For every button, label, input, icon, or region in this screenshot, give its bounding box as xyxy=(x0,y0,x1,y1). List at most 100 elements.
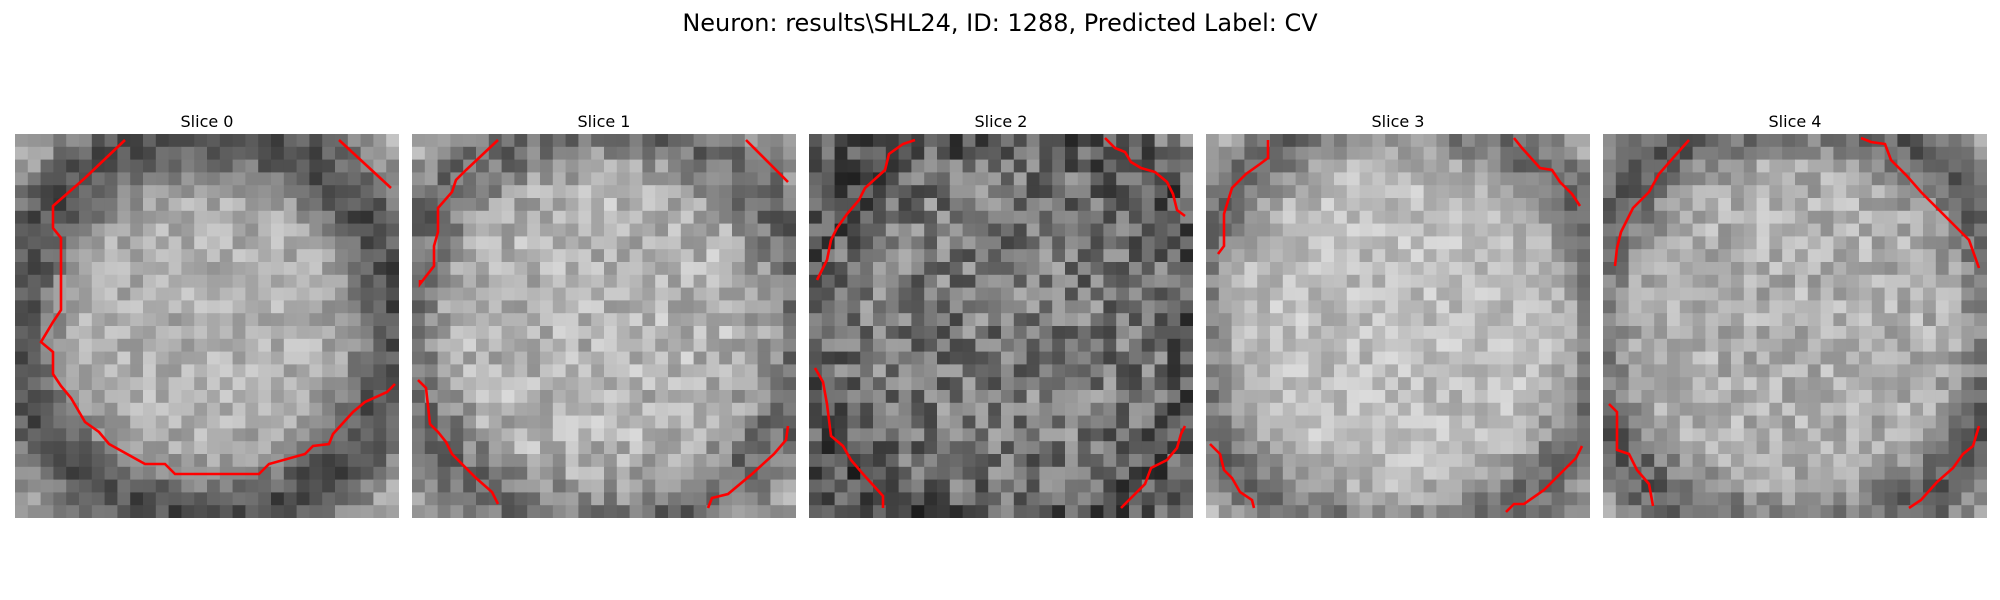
pixel xyxy=(1231,210,1245,225)
pixel xyxy=(488,185,503,199)
contour-overlay xyxy=(39,139,396,476)
pixel xyxy=(296,249,310,263)
pixel xyxy=(949,313,964,327)
pixel xyxy=(1282,415,1297,429)
pixel xyxy=(1513,364,1527,378)
pixel xyxy=(283,428,298,442)
pixel xyxy=(1974,185,1987,199)
pixel xyxy=(437,287,451,301)
pixel xyxy=(809,134,823,148)
pixel xyxy=(1026,287,1040,301)
pixel xyxy=(1001,377,1015,391)
pixel xyxy=(1628,249,1642,263)
pixel xyxy=(1654,223,1668,237)
pixel xyxy=(91,441,106,455)
pixel xyxy=(1795,338,1809,353)
pixel xyxy=(949,198,964,212)
pixel xyxy=(578,338,592,353)
pixel xyxy=(629,415,643,429)
pixel xyxy=(335,159,349,173)
pixel xyxy=(1321,377,1335,391)
pixel xyxy=(1974,134,1987,148)
pixel xyxy=(1538,210,1553,225)
pixel xyxy=(15,236,29,250)
pixel xyxy=(1462,415,1476,429)
pixel xyxy=(565,428,579,442)
pixel xyxy=(1013,313,1028,327)
pixel xyxy=(1282,287,1297,301)
pixel xyxy=(1449,466,1463,481)
pixel xyxy=(565,492,579,506)
pixel xyxy=(1167,351,1181,365)
pixel xyxy=(1500,415,1514,429)
pixel xyxy=(1935,428,1950,442)
pixel xyxy=(27,134,42,148)
pixel xyxy=(79,338,93,353)
pixel xyxy=(514,454,528,468)
pixel xyxy=(15,313,29,327)
pixel xyxy=(1526,351,1540,365)
pixel xyxy=(1718,351,1732,365)
pixel xyxy=(975,377,989,391)
pixel xyxy=(322,479,336,493)
pixel xyxy=(693,492,707,506)
pixel xyxy=(194,326,208,340)
pixel xyxy=(373,466,387,481)
pixel xyxy=(834,300,848,314)
pixel xyxy=(1654,326,1668,340)
pixel xyxy=(501,466,515,481)
pixel xyxy=(450,159,464,173)
pixel xyxy=(66,236,80,250)
pixel xyxy=(168,146,182,161)
pixel xyxy=(194,390,208,404)
pixel xyxy=(1410,249,1425,263)
pixel xyxy=(130,134,144,148)
pixel xyxy=(1961,466,1975,481)
pixel xyxy=(937,466,951,481)
pixel xyxy=(1974,146,1987,161)
pixel xyxy=(104,236,118,250)
pixel xyxy=(437,249,451,263)
pixel xyxy=(616,390,631,404)
pixel xyxy=(1769,146,1783,161)
pixel xyxy=(40,236,54,250)
pixel xyxy=(949,415,964,429)
pixel xyxy=(1218,274,1233,289)
pixel xyxy=(207,492,221,506)
pixel xyxy=(1513,146,1527,161)
pixel xyxy=(1026,364,1040,378)
pixel xyxy=(962,377,976,391)
pixel xyxy=(1077,466,1092,481)
pixel xyxy=(296,466,310,481)
pixel xyxy=(924,262,938,276)
pixel xyxy=(1756,287,1770,301)
pixel xyxy=(1385,351,1399,365)
pixel xyxy=(860,313,874,327)
pixel xyxy=(1679,274,1694,289)
pixel xyxy=(1346,454,1361,468)
pixel xyxy=(1910,287,1924,301)
pixel xyxy=(219,249,234,263)
pixel xyxy=(1538,287,1553,301)
pixel xyxy=(1923,287,1937,301)
pixel xyxy=(501,351,515,365)
pixel xyxy=(1654,313,1668,327)
slice-image xyxy=(809,134,1193,518)
pixel xyxy=(744,326,759,340)
pixel xyxy=(1807,466,1822,481)
pixel xyxy=(834,377,848,391)
pixel xyxy=(1423,441,1437,455)
pixel xyxy=(1782,134,1796,148)
pixel xyxy=(1206,390,1220,404)
pixel xyxy=(1603,210,1617,225)
pixel xyxy=(15,454,29,468)
pixel xyxy=(155,441,170,455)
pixel xyxy=(91,274,106,289)
pixel xyxy=(680,505,695,518)
pixel xyxy=(1244,402,1258,417)
pixel xyxy=(1052,274,1066,289)
pixel xyxy=(911,223,925,237)
pixel xyxy=(757,351,771,365)
pixel xyxy=(1948,274,1962,289)
pixel xyxy=(1013,390,1028,404)
